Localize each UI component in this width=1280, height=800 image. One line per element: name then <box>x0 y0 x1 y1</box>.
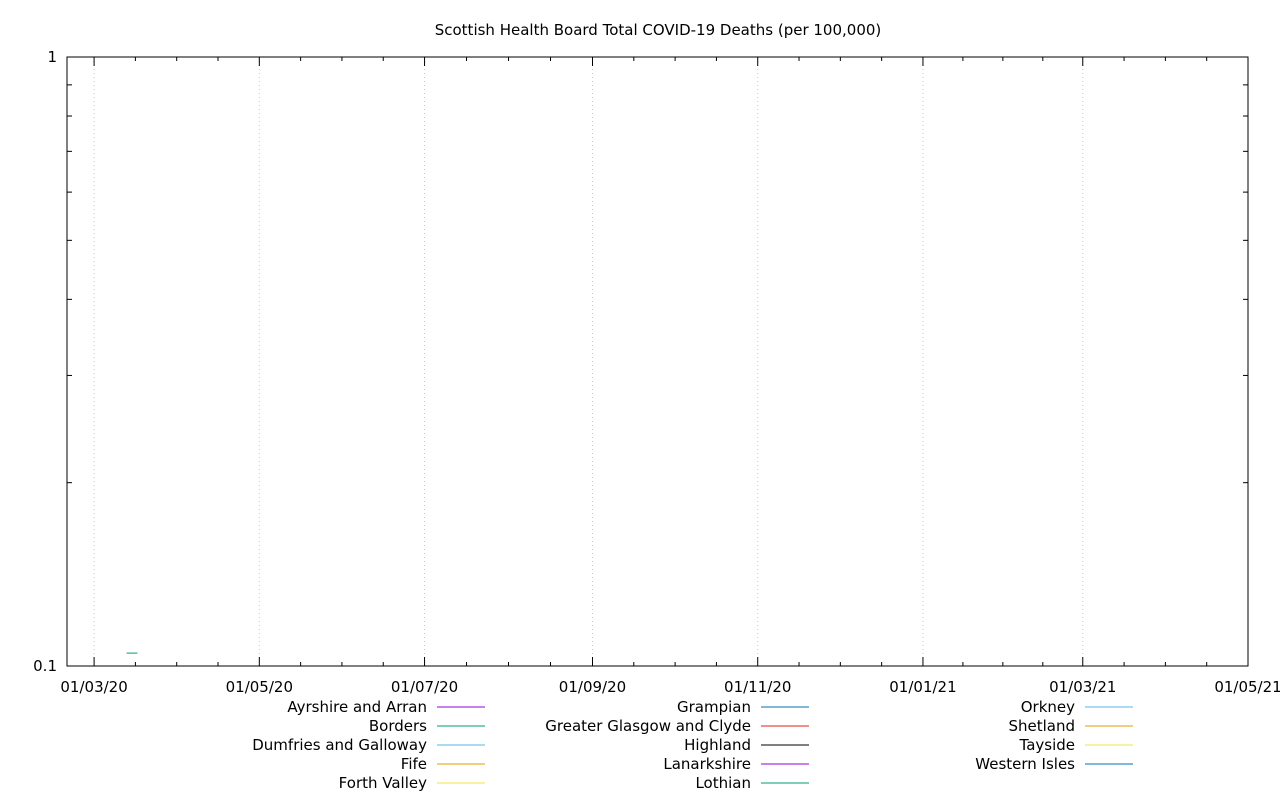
y-axis-tick-labels: 0.11 <box>33 48 57 675</box>
legend-label: Orkney <box>1021 698 1075 716</box>
legend-entry: Western Isles <box>975 755 1133 773</box>
grid-lines <box>93 57 1084 666</box>
legend-entry: Highland <box>684 736 809 754</box>
legend-label: Lanarkshire <box>663 755 751 773</box>
legend-entry: Grampian <box>677 698 809 716</box>
legend-entry: Greater Glasgow and Clyde <box>545 717 809 735</box>
legend-entry: Shetland <box>1008 717 1133 735</box>
legend-label: Greater Glasgow and Clyde <box>545 717 751 735</box>
legend-entry: Tayside <box>1019 736 1133 754</box>
plot-frame <box>66 56 1249 667</box>
legend-label: Highland <box>684 736 751 754</box>
x-tick-label: 01/03/20 <box>60 678 127 696</box>
x-axis-tick-labels: 01/03/20 01/05/20 01/07/20 01/09/20 01/11/20… <box>60 678 1280 696</box>
legend-entry: Forth Valley <box>339 774 485 792</box>
legend-label: Tayside <box>1019 736 1075 754</box>
legend-label: Fife <box>401 755 427 773</box>
x-tick-label: 01/09/20 <box>559 678 626 696</box>
x-tick-label: 01/07/20 <box>391 678 458 696</box>
legend-entry: Dumfries and Galloway <box>252 736 485 754</box>
legend-entry: Lanarkshire <box>663 755 809 773</box>
legend-label: Borders <box>369 717 427 735</box>
x-tick-label: 01/11/20 <box>724 678 791 696</box>
legend-entry: Fife <box>401 755 485 773</box>
legend-label: Grampian <box>677 698 751 716</box>
x-tick-label: 01/05/20 <box>226 678 293 696</box>
legend-entry: Ayrshire and Arran <box>287 698 485 716</box>
legend-label: Forth Valley <box>339 774 427 792</box>
legend-entry: Lothian <box>695 774 809 792</box>
x-tick-label: 01/01/21 <box>889 678 956 696</box>
chart-title: Scottish Health Board Total COVID-19 Dea… <box>435 21 882 39</box>
legend-label: Shetland <box>1008 717 1075 735</box>
legend-label: Lothian <box>695 774 751 792</box>
legend-label: Western Isles <box>975 755 1075 773</box>
x-tick-label: 01/03/21 <box>1049 678 1116 696</box>
legend-entry: Orkney <box>1021 698 1133 716</box>
y-tick-label: 0.1 <box>33 657 57 675</box>
legend-label: Dumfries and Galloway <box>252 736 427 754</box>
legend-label: Ayrshire and Arran <box>287 698 427 716</box>
x-tick-label: 01/05/21 <box>1214 678 1280 696</box>
axis-ticks <box>67 57 1249 666</box>
legend-entry: Borders <box>369 717 485 735</box>
y-tick-label: 1 <box>47 48 57 66</box>
